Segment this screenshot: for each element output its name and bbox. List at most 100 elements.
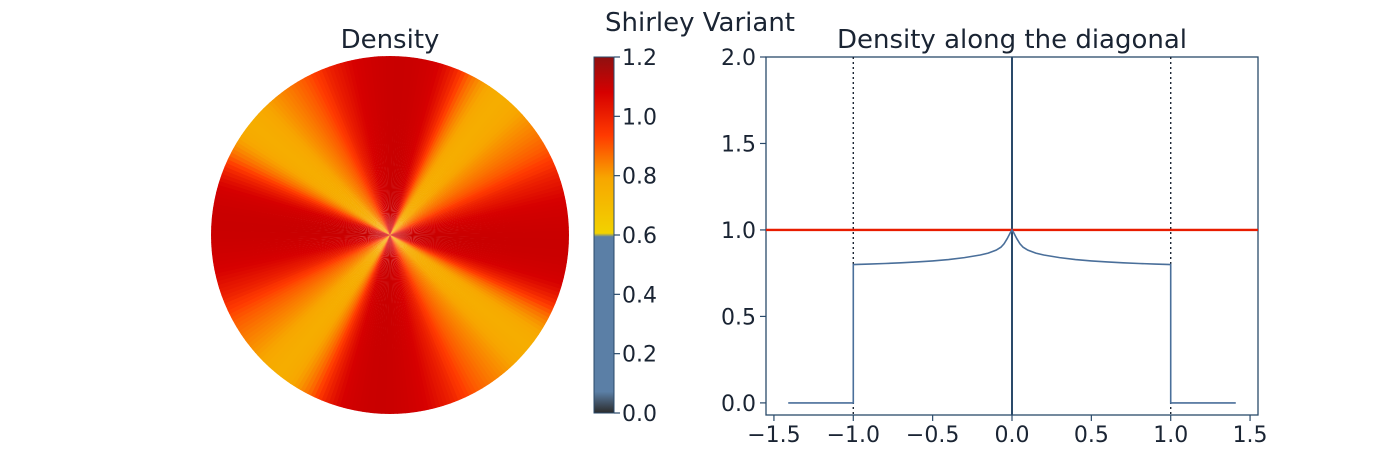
disc-sector: [309, 56, 390, 235]
disc-sector: [390, 235, 399, 414]
disc-sector: [264, 235, 390, 394]
colorbar-tick-label: 1.0: [622, 105, 657, 130]
disc-sector: [285, 235, 390, 409]
disc-sector: [390, 235, 559, 347]
disc-sector: [390, 235, 483, 414]
disc-sector: [278, 65, 390, 235]
disc-sector: [211, 235, 390, 262]
x-tick-label: 1.5: [1233, 423, 1268, 448]
disc-sector: [278, 235, 390, 404]
disc-sector: [264, 75, 390, 236]
disc-sector: [271, 70, 390, 235]
disc-sector: [211, 235, 390, 308]
disc-sector: [211, 235, 390, 266]
disc-sector: [211, 235, 390, 320]
disc-sector: [251, 87, 390, 235]
disc-sector: [300, 235, 390, 414]
disc-sector: [275, 68, 390, 235]
x-tick-label: 1.0: [1153, 423, 1188, 448]
disc-sector: [211, 235, 390, 296]
disc-sector: [274, 235, 390, 402]
disc-sector: [239, 235, 390, 371]
disc-sector: [334, 56, 390, 235]
disc-sector: [268, 73, 390, 235]
colorbar-tick-label: 0.8: [622, 165, 657, 190]
disc-sector: [390, 235, 430, 414]
disc-sector: [216, 235, 390, 339]
disc-sector: [390, 235, 569, 321]
disc-sector: [390, 109, 550, 235]
disc-sector: [390, 146, 569, 235]
disc-sector: [390, 235, 487, 413]
colorbar-tick-label: 0.2: [622, 343, 657, 368]
disc-sector: [211, 235, 390, 328]
disc-sector: [390, 68, 506, 236]
disc-sector: [390, 235, 408, 414]
disc-sector: [372, 56, 390, 235]
disc-sector: [350, 56, 390, 235]
disc-sector: [390, 235, 569, 317]
disc-sector: [389, 235, 395, 414]
disc-sector: [254, 84, 390, 235]
disc-sector: [305, 56, 390, 235]
disc-sector: [390, 235, 552, 358]
disc-sector: [390, 142, 569, 235]
disc-sector: [390, 235, 451, 414]
disc-sector: [390, 235, 459, 414]
disc-sector: [390, 127, 562, 235]
disc-sector: [390, 71, 509, 235]
disc-sector: [390, 99, 541, 235]
disc-sector: [211, 235, 390, 316]
disc-sector: [363, 56, 390, 235]
disc-sector: [390, 59, 491, 236]
disc-sector: [390, 166, 569, 235]
disc-sector: [390, 235, 471, 414]
plot-area: [766, 57, 1258, 415]
disc-sector: [390, 235, 564, 340]
disc-sector: [355, 56, 390, 235]
disc-sector: [245, 93, 390, 236]
disc-sector: [390, 235, 569, 313]
diagonal-title: Density along the diagonal: [837, 25, 1187, 55]
disc-sector: [346, 56, 390, 235]
disc-sector: [390, 208, 569, 235]
disc-sector: [216, 130, 390, 235]
disc-sector: [211, 235, 390, 249]
disc-sector: [390, 230, 569, 236]
disc-sector: [390, 235, 561, 344]
disc-sector: [290, 59, 390, 236]
disc-sector: [390, 235, 568, 332]
disc-sector: [381, 56, 390, 235]
disc-sector: [390, 235, 505, 402]
disc-sector: [390, 235, 490, 411]
disc-sector: [228, 235, 390, 357]
disc-sector: [390, 135, 566, 235]
y-tick-label: 0.5: [721, 305, 756, 330]
disc-sector: [390, 235, 475, 414]
disc-sector: [221, 123, 390, 235]
disc-sector: [236, 102, 390, 235]
disc-sector: [211, 235, 390, 287]
disc-sector: [239, 99, 390, 236]
disc-sector: [390, 56, 480, 235]
disc-sector: [390, 204, 569, 235]
disc-sector: [313, 56, 390, 235]
disc-sector: [231, 109, 390, 235]
disc-sector: [304, 235, 390, 414]
y-tick-label: 1.0: [721, 219, 756, 244]
y-tick-label: 2.0: [721, 46, 756, 71]
disc-sector: [390, 235, 538, 374]
disc-sector: [390, 235, 502, 405]
disc-sector: [338, 56, 390, 235]
disc-sector: [211, 235, 390, 312]
disc-sector: [258, 81, 390, 236]
figure-suptitle: Shirley Variant: [605, 8, 795, 38]
disc-sector: [220, 235, 390, 347]
disc-sector: [390, 235, 509, 400]
x-tick-label: 0.5: [1074, 423, 1109, 448]
disc-sector: [248, 90, 390, 235]
y-tick-label: 0.0: [721, 392, 756, 417]
disc-sector: [390, 226, 569, 235]
disc-sector: [390, 235, 421, 414]
